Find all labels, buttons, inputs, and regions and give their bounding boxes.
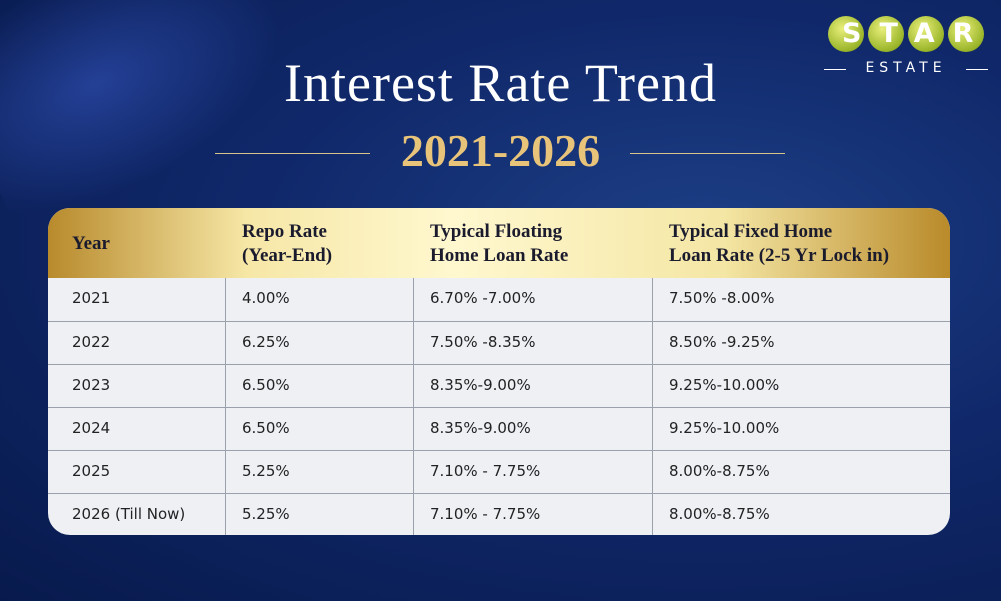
- table-row: 2022 6.25% 7.50% -8.35% 8.50% -9.25%: [48, 321, 950, 365]
- table-cell: 7.50% -8.00%: [652, 278, 950, 321]
- table-cell: 9.25%-10.00%: [652, 365, 950, 408]
- table-header: Year Repo Rate (Year-End) Typical Floating H…: [48, 208, 950, 278]
- table-cell: 2024: [72, 419, 111, 437]
- table-row: 2024 6.50% 8.35%-9.00% 9.25%-10.00%: [48, 407, 950, 451]
- table-cell: 2023: [72, 376, 111, 394]
- logo-circle: [828, 16, 864, 52]
- column-header: Typical Floating Home Loan Rate: [430, 220, 568, 268]
- table-cell: 9.25%-10.00%: [652, 408, 950, 451]
- table-cell: 8.35%-9.00%: [413, 365, 652, 408]
- logo-tagline: ESTATE: [865, 60, 947, 76]
- table-cell: 7.50% -8.35%: [413, 322, 652, 365]
- header-line: Typical Fixed Home: [669, 221, 833, 242]
- header-line: Year: [72, 233, 110, 254]
- subtitle: 2021-2026: [400, 125, 601, 176]
- table-cell: 7.10% - 7.75%: [413, 451, 652, 494]
- table-cell: 6.50%: [225, 365, 413, 408]
- title: Interest Rate Trend: [284, 53, 717, 113]
- logo: STAR ESTATE: [824, 16, 988, 80]
- table: Year Repo Rate (Year-End) Typical Floating H…: [48, 208, 950, 535]
- table-cell: 2021: [72, 289, 111, 307]
- table-cell: 2025: [72, 462, 111, 480]
- table-cell: 6.25%: [225, 322, 413, 365]
- logo-circle: [948, 16, 984, 52]
- table-cell: 5.25%: [225, 451, 413, 494]
- table-row: 2025 5.25% 7.10% - 7.75% 8.00%-8.75%: [48, 450, 950, 494]
- subtitle-wrap: 2021-2026: [0, 124, 1001, 177]
- table-cell: 8.00%-8.75%: [652, 451, 950, 494]
- table-cell: 8.50% -9.25%: [652, 322, 950, 365]
- logo-circle: [908, 16, 944, 52]
- sparkle: [0, 0, 322, 240]
- header-line: Repo Rate: [242, 221, 327, 242]
- column-header: Typical Fixed Home Loan Rate (2-5 Yr Lock…: [669, 220, 889, 268]
- table-cell: 6.70% -7.00%: [413, 278, 652, 321]
- table-row: 2023 6.50% 8.35%-9.00% 9.25%-10.00%: [48, 364, 950, 408]
- header-line: (Year-End): [242, 245, 333, 266]
- table-cell: 5.25%: [225, 494, 413, 535]
- table-cell: 8.35%-9.00%: [413, 408, 652, 451]
- rule: [630, 153, 785, 154]
- table-row: 2021 4.00% 6.70% -7.00% 7.50% -8.00%: [48, 278, 950, 321]
- column-header: Year: [72, 232, 110, 256]
- rule: [215, 153, 370, 154]
- header-line: Home Loan Rate: [430, 245, 569, 266]
- logo-line: [966, 69, 988, 70]
- header-line: Typical Floating: [430, 221, 563, 242]
- table-cell: 7.10% - 7.75%: [413, 494, 652, 535]
- logo-line: [824, 69, 846, 70]
- table-cell: 8.00%-8.75%: [652, 494, 950, 535]
- table-cell: 4.00%: [225, 278, 413, 321]
- table-cell: 2026 (Till Now): [72, 505, 186, 523]
- table-cell: 2022: [72, 333, 111, 351]
- table-row: 2026 (Till Now) 5.25% 7.10% - 7.75% 8.00%-8…: [48, 493, 950, 535]
- logo-name: STAR: [842, 18, 992, 49]
- header-line: Loan Rate (2-5 Yr Lock in): [669, 245, 890, 266]
- logo-circle: [868, 16, 904, 52]
- table-cell: 6.50%: [225, 408, 413, 451]
- column-header: Repo Rate (Year-End): [242, 220, 332, 268]
